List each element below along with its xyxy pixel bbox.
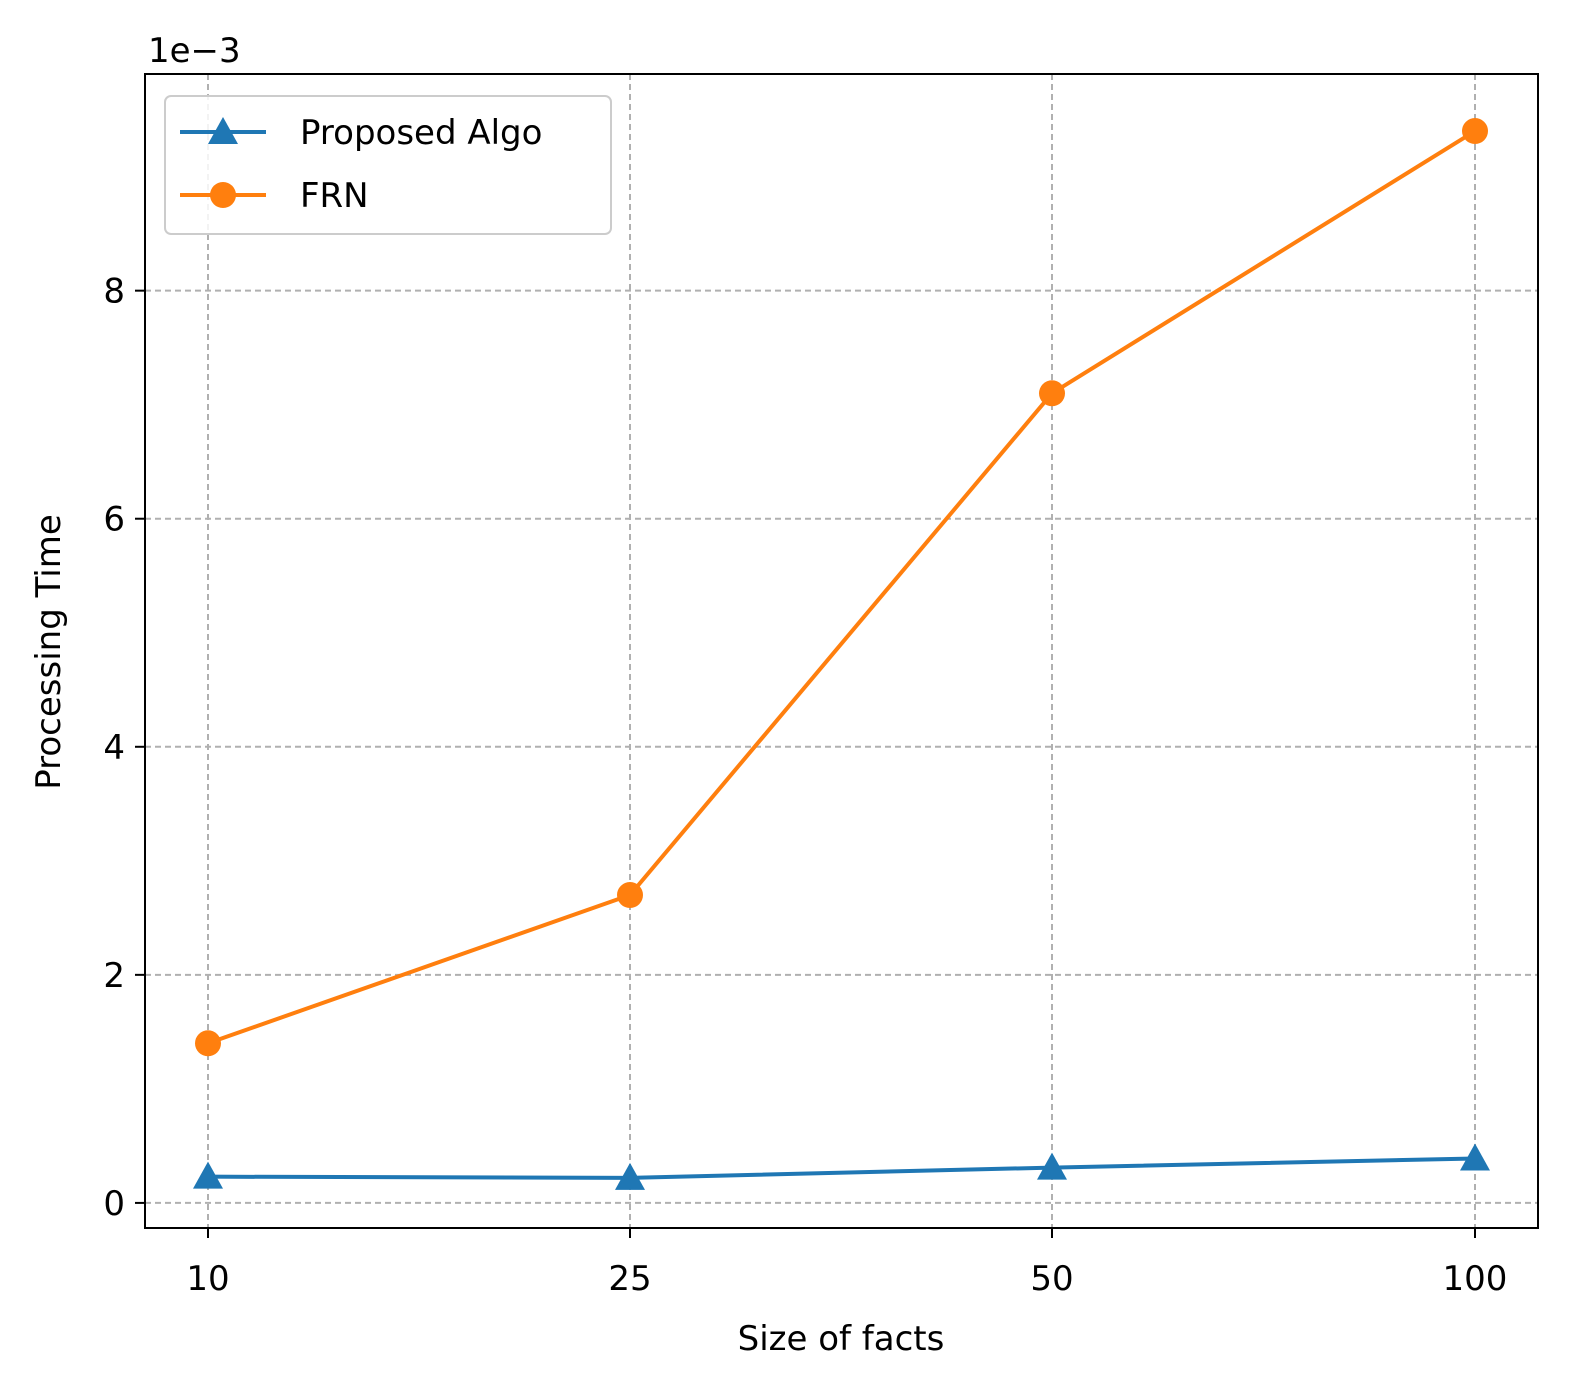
legend-label-proposed-algo: Proposed Algo (300, 113, 542, 153)
y-tick-label: 8 (103, 272, 125, 312)
series-frn (195, 118, 1488, 1057)
series-line-frn (207, 129, 1477, 1046)
data-point-proposed-algo (193, 1161, 223, 1189)
grid (145, 74, 1538, 1228)
x-axis-label: Size of facts (738, 1319, 945, 1359)
legend-marker-triangle (208, 117, 238, 144)
x-tick-label: 50 (1030, 1259, 1073, 1299)
data-point-frn (195, 1030, 221, 1057)
axis-ticks: 10 25 50 100 0 2 4 6 8 (103, 272, 1507, 1299)
series-line-proposed-algo (207, 1156, 1476, 1180)
legend: Proposed Algo FRN (164, 95, 612, 235)
data-point-frn (1039, 380, 1065, 407)
legend-marker-circle (210, 182, 236, 208)
y-tick-label: 4 (103, 728, 125, 768)
plot-frame (144, 73, 1539, 1229)
legend-box (164, 95, 612, 235)
x-tick-label: 25 (608, 1259, 651, 1299)
x-tick-label: 10 (186, 1259, 229, 1299)
data-point-frn (1462, 118, 1488, 145)
y-tick-label: 0 (103, 1184, 125, 1224)
data-point-proposed-algo (1037, 1152, 1067, 1180)
y-axis-label: Processing Time (29, 514, 69, 790)
x-tick-label: 100 (1443, 1259, 1508, 1299)
y-tick-label: 6 (103, 500, 125, 540)
legend-label-frn: FRN (300, 176, 369, 216)
data-point-proposed-algo (1460, 1143, 1490, 1171)
series-proposed-algo (193, 1143, 1490, 1190)
data-point-proposed-algo (615, 1162, 645, 1190)
offset-label: 1e−3 (148, 31, 241, 71)
series-layer (193, 118, 1490, 1190)
y-tick-label: 2 (103, 956, 125, 996)
data-point-frn (617, 882, 643, 909)
